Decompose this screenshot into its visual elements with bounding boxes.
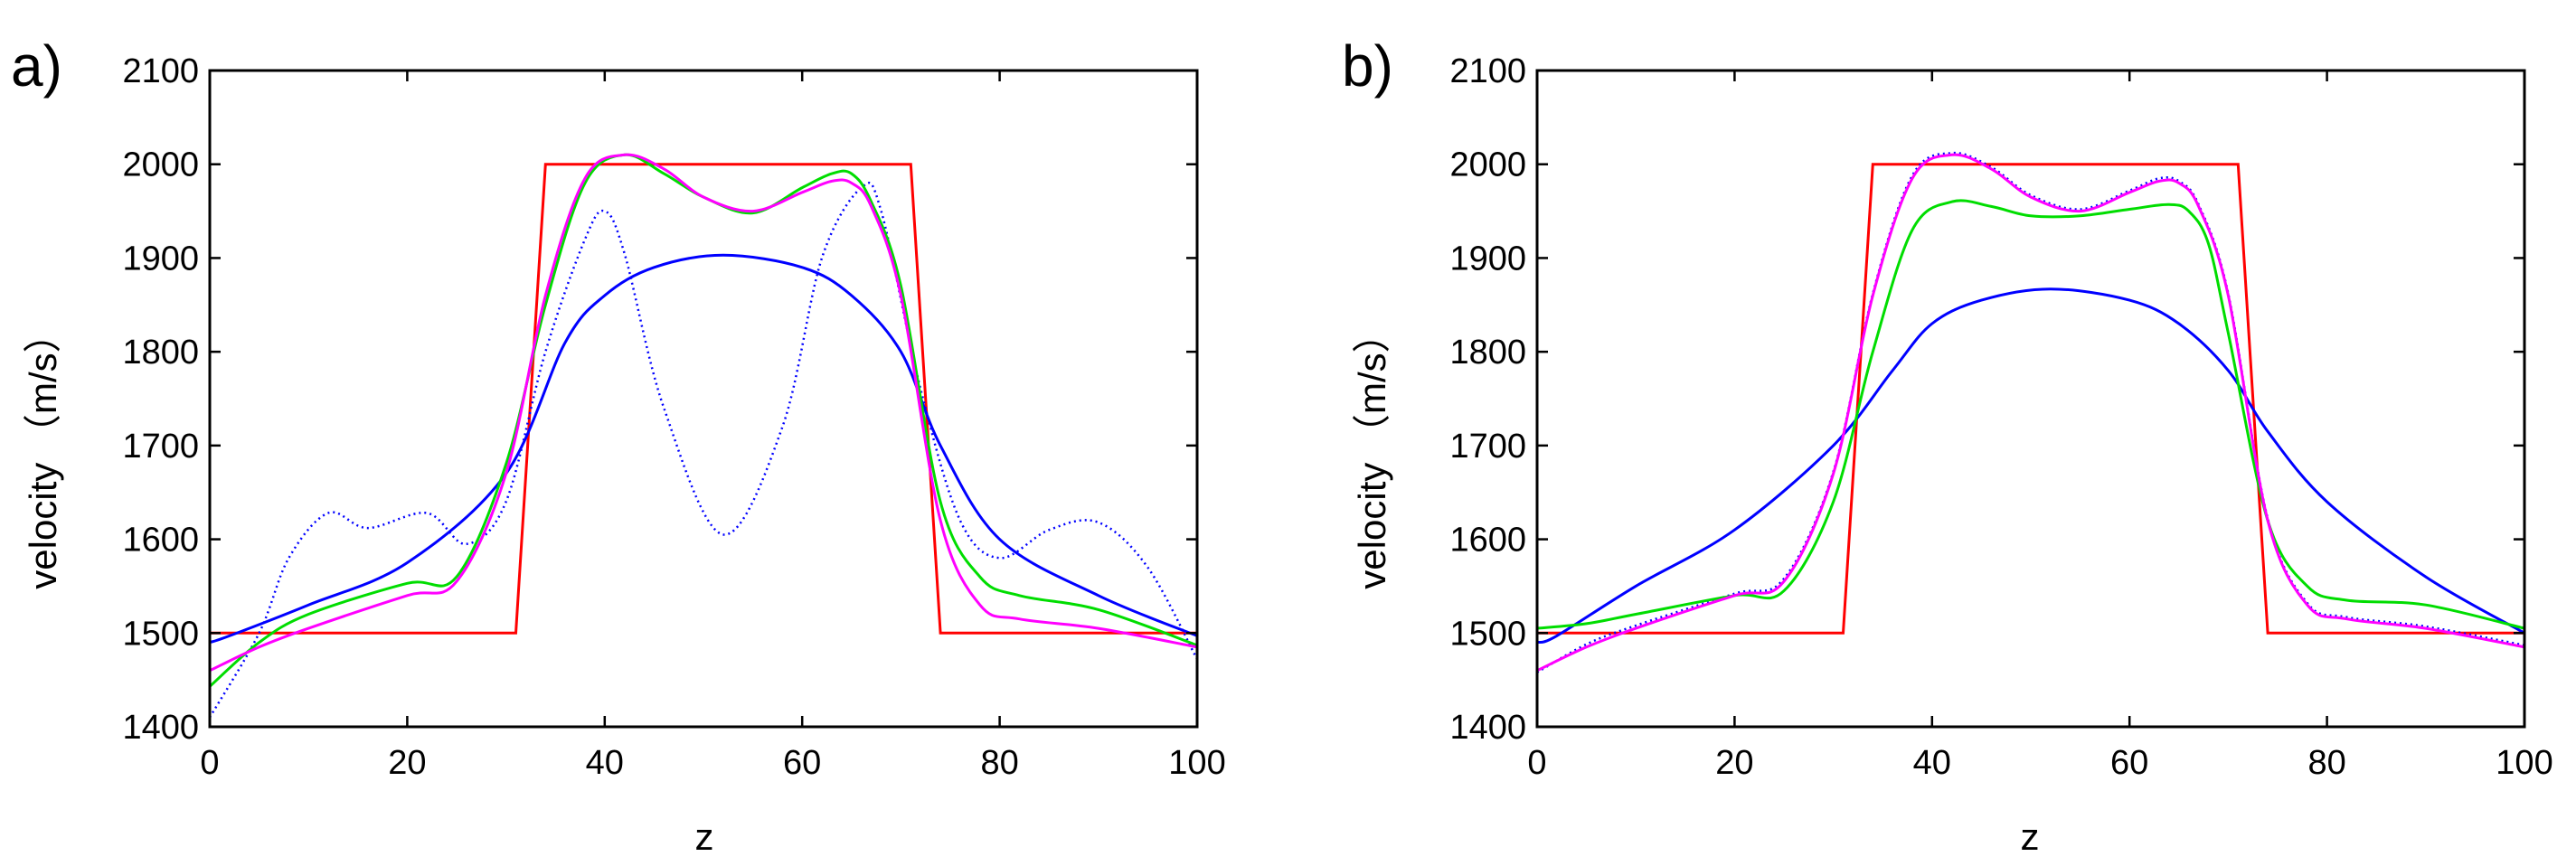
panel-a-xtick-label: 80 [980, 744, 1018, 782]
panel-b-ylabel: velocity （m/s） [1351, 315, 1393, 588]
panel-b-ytick-label: 2100 [1449, 52, 1526, 90]
panel-a-xtick-label: 60 [783, 744, 821, 782]
panel-b-xtick-label: 60 [2110, 744, 2148, 782]
panel-a-series-magenta [210, 153, 1197, 673]
panel-a-series-group [210, 153, 1197, 719]
panel-b-ytick-label: 1900 [1449, 240, 1526, 278]
panel-b-ytick-label: 1500 [1449, 615, 1526, 653]
panel-a-ytick-label: 1800 [122, 334, 199, 372]
panel-b-xlabel: z [2021, 815, 2040, 858]
panel-b-ytick-label: 1800 [1449, 334, 1526, 372]
panel-b-xtick-label: 100 [2496, 744, 2552, 782]
panel-b-plot-frame [1535, 69, 2526, 729]
panel-b-ytick-label: 1700 [1449, 428, 1526, 466]
panel-a-ylabel: velocity （m/s） [22, 315, 64, 588]
panel-a: a) velocity （m/s） z 1400 1500 1600 1700 1800… [11, 33, 1226, 858]
panel-a-ytick-label: 1900 [122, 240, 199, 278]
panel-b-xtick-label: 80 [2307, 744, 2345, 782]
panel-b: b) velocity （m/s） z 1400 1500 1600 1700 1800… [1342, 33, 2553, 858]
panel-a-ytick-label: 2000 [122, 146, 199, 184]
panel-a-label: a) [11, 33, 62, 99]
panel-a-ytick-label: 1400 [122, 709, 199, 747]
panel-a-xtick-label: 100 [1168, 744, 1225, 782]
panel-b-series-dotted [1537, 151, 2524, 673]
panel-b-xtick-label: 20 [1715, 744, 1753, 782]
panel-b-ytick-label: 1400 [1449, 709, 1526, 747]
panel-a-series-smooth [210, 253, 1197, 645]
panel-b-series-green [1537, 199, 2524, 630]
panel-b-xtick-label: 0 [1527, 744, 1546, 782]
panel-a-ytick-label: 1700 [122, 428, 199, 466]
panel-a-ytick-label: 1500 [122, 615, 199, 653]
panel-a-series-dotted [210, 181, 1197, 719]
panel-b-series-magenta [1537, 153, 2524, 673]
panel-a-xtick-label: 0 [200, 744, 219, 782]
panel-b-label: b) [1342, 33, 1393, 99]
panel-a-xtick-label: 20 [388, 744, 426, 782]
panel-a-ytick-label: 2100 [122, 52, 199, 90]
panel-b-series-smooth [1537, 287, 2524, 645]
panel-b-ytick-label: 2000 [1449, 146, 1526, 184]
panel-b-series-group [1537, 151, 2524, 673]
panel-b-xtick-label: 40 [1913, 744, 1951, 782]
panel-a-xlabel: z [695, 815, 714, 858]
panel-a-xtick-label: 40 [586, 744, 624, 782]
panel-a-series-green [210, 153, 1197, 688]
panel-a-plot-frame [208, 69, 1199, 729]
panel-a-series-true [210, 163, 1197, 635]
panel-b-ytick-label: 1600 [1449, 522, 1526, 560]
panel-a-ytick-label: 1600 [122, 522, 199, 560]
panel-b-series-true [1537, 163, 2524, 635]
